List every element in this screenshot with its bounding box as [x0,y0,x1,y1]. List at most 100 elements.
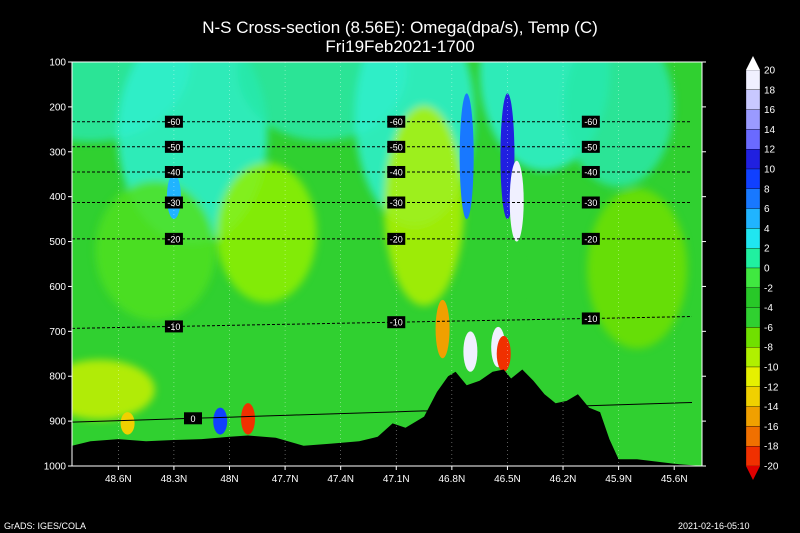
y-tick-label: 500 [49,237,66,248]
colorbar-label: 2 [764,244,770,255]
colorbar-segment [745,69,761,90]
field-zone [72,359,155,420]
colorbar-label: -14 [764,402,779,413]
contour-label: -60 [387,115,406,128]
colorbar-segment [745,386,761,407]
contour-label-text: -10 [584,314,597,324]
contour-label-bg [581,196,600,209]
omega-feature [459,93,474,220]
contour-label-bg [581,312,600,325]
x-tick-label: 48.3N [161,474,188,485]
contour-label-text: -50 [584,142,597,152]
colorbar-segment [745,129,761,150]
y-tick-label: 700 [49,327,66,338]
x-tick-label: 45.6N [661,474,688,485]
colorbar-segment [745,327,761,348]
x-axis: 48.6N 48.3N 48N 47.7N 47.4N 47.1N 46.8N 46.5N 46… [105,62,688,485]
colorbar-segment [745,287,761,308]
x-tick-label: 48.6N [105,474,132,485]
colorbar-label: -12 [764,382,779,393]
x-tick-label: 45.9N [605,474,632,485]
colorbar-segment [745,168,761,189]
contour-label-bg [387,165,406,178]
omega-feature [435,299,450,359]
contour-label: -40 [387,165,406,178]
colorbar-segment [745,366,761,387]
colorbar-label: -16 [764,422,779,433]
field-zone [563,62,674,187]
omega-feature [463,331,478,372]
colorbar-label: 8 [764,184,770,195]
x-tick-label: 46.2N [550,474,577,485]
contour-label-bg [387,115,406,128]
omega-feature [515,250,530,305]
colorbar-label: -20 [764,462,779,473]
y-tick-label: 300 [49,147,66,158]
colorbar-label: -4 [764,303,773,314]
y-tick-label: 800 [49,372,66,383]
contour-label-bg [581,165,600,178]
omega-field [72,62,702,466]
omega-feature [509,160,524,242]
colorbar-label: 10 [764,165,776,176]
colorbar-segment [745,307,761,328]
contour-label-bg [184,412,202,425]
colorbar-label: -10 [764,363,779,374]
field-zone [587,188,688,349]
contour-label-bg [581,140,600,153]
colorbar-top-arrow [746,56,760,70]
colorbar-segment [745,109,761,130]
colorbar-label: -2 [764,283,773,294]
contour-label-text: -30 [167,198,180,208]
colorbar-segment [745,149,761,170]
colorbar-segment [745,446,761,467]
contour-label-text: -20 [390,234,403,244]
colorbar-segment [745,426,761,447]
colorbar-label: 18 [764,85,776,96]
contour-label-text: -40 [584,167,597,177]
x-tick-label: 47.7N [272,474,299,485]
colorbar-label: 14 [764,125,776,136]
omega-feature [496,335,511,372]
colorbar-segment [745,267,761,288]
x-tick-label: 47.1N [383,474,410,485]
plot-frame [71,61,703,467]
contour-label: -20 [581,232,600,245]
contour-label-text: 0 [190,414,195,424]
colorbar-bottom-arrow [746,466,760,480]
colorbar-label: 4 [764,224,770,235]
contour-label-text: -50 [390,142,403,152]
colorbar: 20181614121086420-2-4-6-8-10-12-14-16-18… [745,56,779,480]
colorbar-segment [745,208,761,229]
colorbar-segment [745,188,761,209]
y-tick-label: 200 [49,102,66,113]
contour-label-text: -60 [584,117,597,127]
colorbar-label: 20 [764,66,776,77]
contour-label: -50 [581,140,600,153]
y-axis: 100 200 300 400 500 600 700 800 900 1000 [44,58,706,473]
contour-label-text: -20 [584,234,597,244]
contour-label-text: -40 [390,167,403,177]
field-zone [384,105,465,306]
x-tick-label: 46.5N [494,474,521,485]
contour-label-bg [581,232,600,245]
contour-label-bg [581,115,600,128]
x-tick-label: 46.8N [439,474,466,485]
colorbar-label: -8 [764,343,773,354]
contour-label: -40 [164,165,183,178]
colorbar-label: 6 [764,204,770,215]
y-tick-label: 100 [49,58,66,69]
contour-label-bg [164,115,183,128]
contour-label: -10 [581,312,600,325]
y-tick-label: 400 [49,192,66,203]
contour-line [72,402,693,423]
contour-label: -60 [164,115,183,128]
field-zone [95,180,216,321]
footer-left: GrADS: IGES/COLA [4,521,87,531]
colorbar-segment [745,89,761,110]
contour-label: -40 [581,165,600,178]
omega-feature [120,412,135,435]
contour-label-text: -20 [167,234,180,244]
colorbar-label: -6 [764,323,773,334]
